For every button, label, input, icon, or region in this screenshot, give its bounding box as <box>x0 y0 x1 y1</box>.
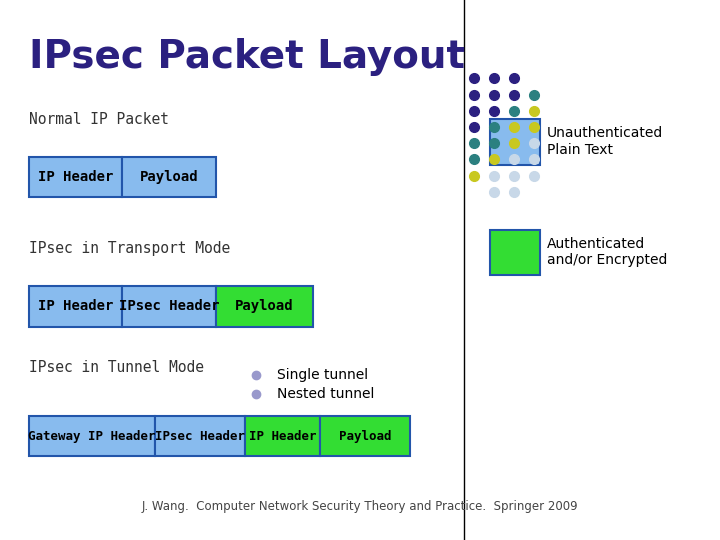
FancyBboxPatch shape <box>122 157 216 197</box>
FancyBboxPatch shape <box>29 416 155 456</box>
Text: IPsec Header: IPsec Header <box>155 429 245 443</box>
Text: IPsec Header: IPsec Header <box>119 300 220 313</box>
Text: Payload: Payload <box>140 170 199 184</box>
FancyBboxPatch shape <box>245 416 320 456</box>
Text: Normal IP Packet: Normal IP Packet <box>29 112 168 127</box>
Text: IP Header: IP Header <box>249 429 316 443</box>
Text: IPsec Packet Layout: IPsec Packet Layout <box>29 38 465 76</box>
Text: J. Wang.  Computer Network Security Theory and Practice.  Springer 2009: J. Wang. Computer Network Security Theor… <box>142 500 578 513</box>
Text: IPsec in Tunnel Mode: IPsec in Tunnel Mode <box>29 360 204 375</box>
Text: Gateway IP Header: Gateway IP Header <box>28 429 156 443</box>
FancyBboxPatch shape <box>216 286 313 327</box>
Text: Authenticated
and/or Encrypted: Authenticated and/or Encrypted <box>547 237 667 267</box>
FancyBboxPatch shape <box>155 416 245 456</box>
Text: Unauthenticated
Plain Text: Unauthenticated Plain Text <box>547 126 663 157</box>
Text: Single tunnel: Single tunnel <box>277 368 369 382</box>
Text: Payload: Payload <box>235 300 294 313</box>
FancyBboxPatch shape <box>490 119 540 165</box>
Text: IPsec in Transport Mode: IPsec in Transport Mode <box>29 241 230 256</box>
Text: IP Header: IP Header <box>38 300 113 313</box>
Text: Nested tunnel: Nested tunnel <box>277 387 374 401</box>
FancyBboxPatch shape <box>490 230 540 275</box>
FancyBboxPatch shape <box>29 286 122 327</box>
FancyBboxPatch shape <box>320 416 410 456</box>
FancyBboxPatch shape <box>29 157 122 197</box>
Text: IP Header: IP Header <box>38 170 113 184</box>
Text: Payload: Payload <box>339 429 392 443</box>
FancyBboxPatch shape <box>122 286 216 327</box>
